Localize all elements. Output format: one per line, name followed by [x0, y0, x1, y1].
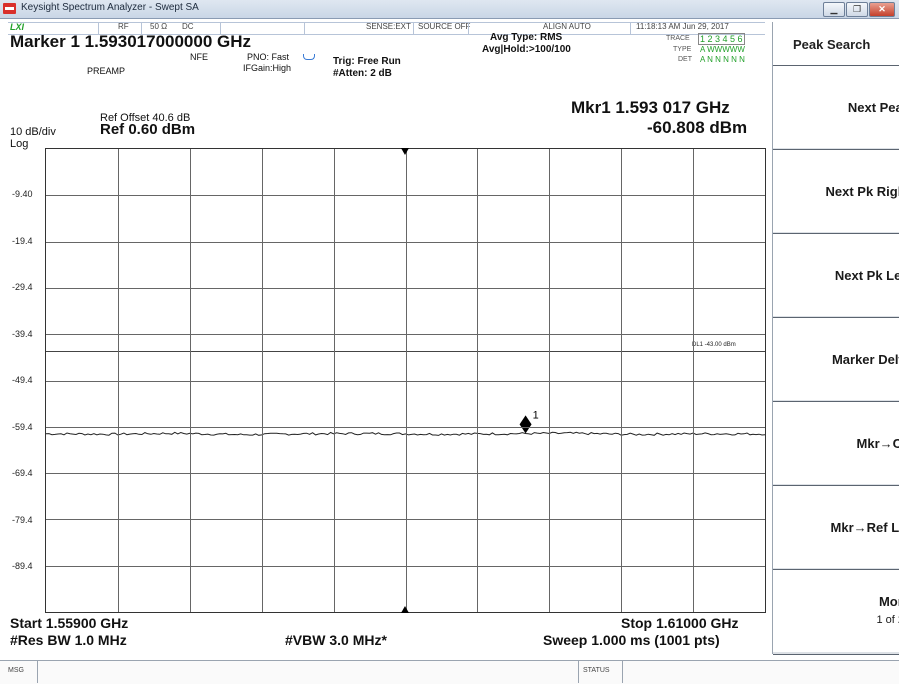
marker-frequency-readout: Mkr1 1.593 017 GHz: [571, 98, 730, 117]
restore-button[interactable]: ❐: [846, 2, 868, 17]
coupling-indicator: DC: [182, 22, 194, 31]
spectrum-graticule[interactable]: DL1 -43.00 dBm 1: [45, 148, 766, 613]
scale-per-div: 10 dB/div: [10, 126, 56, 138]
grid-hline: [46, 381, 765, 382]
y-tick-label: -9.40: [12, 189, 33, 199]
rbw-readout: #Res BW 1.0 MHz: [10, 632, 127, 648]
pno-label: PNO: Fast: [247, 52, 290, 62]
marker-header: Marker 1 1.593017000000 GHz: [10, 32, 252, 51]
next-pk-right-softkey[interactable]: Next Pk Right: [773, 149, 899, 235]
ifgain-label: IFGain:High: [243, 63, 292, 73]
start-frequency: Start 1.55900 GHz: [10, 615, 129, 631]
close-button[interactable]: ✕: [869, 2, 895, 17]
grid-vline: [406, 149, 407, 612]
y-tick-label: -89.4: [12, 561, 33, 571]
sweep-readout: Sweep 1.000 ms (1001 pts): [543, 632, 720, 648]
ref-offset: Ref Offset 40.6 dB: [100, 112, 191, 124]
avg-type-label: Avg Type: RMS: [490, 32, 563, 43]
trace-1-line: [46, 431, 765, 436]
trig-label: Trig: Free Run: [333, 56, 401, 67]
timestamp: 11:18:13 AM Jun 29, 2017: [636, 22, 729, 31]
log-scale-label: Log: [10, 138, 29, 150]
more-softkey[interactable]: More 1 of 2: [773, 569, 899, 655]
grid-hline: [46, 427, 765, 428]
center-bottom-marker-icon: [401, 606, 409, 613]
source-indicator: SOURCE OFF: [418, 22, 471, 31]
minimize-button[interactable]: ▁: [823, 2, 845, 17]
nfe-label: NFE: [190, 52, 208, 62]
preamp-label: PREAMP: [87, 66, 126, 76]
y-tick-label: -79.4: [12, 514, 33, 525]
center-top-marker-icon: [401, 148, 409, 155]
grid-hline: [46, 519, 765, 520]
status-row: LXI RF 50 Ω DC SENSE:EXT SOURCE OFF ALIG…: [8, 22, 765, 35]
grid-vline: [262, 149, 263, 612]
status-label: STATUS: [583, 667, 610, 674]
grid-hline: [46, 566, 765, 567]
softkey-label: Mkr→Ref Lvl: [830, 520, 899, 535]
window-title: Keysight Spectrum Analyzer - Swept SA: [21, 2, 199, 13]
softkey-label: Marker Delta: [831, 352, 899, 367]
grid-hline: [46, 195, 765, 196]
message-bar: [0, 660, 899, 684]
ref-level: Ref 0.60 dBm: [100, 121, 196, 138]
softkey-label: More: [878, 594, 899, 609]
next-peak-softkey[interactable]: Next Peak: [773, 65, 899, 151]
det-label: DET: [678, 56, 692, 63]
softkey-label: Next Peak: [847, 100, 899, 115]
trace-types: A WWWWW: [700, 45, 745, 54]
next-pk-left-softkey[interactable]: Next Pk Left: [773, 233, 899, 319]
align-indicator: ALIGN AUTO: [543, 22, 591, 31]
y-tick-label: -19.4: [12, 235, 33, 246]
vbw-readout: #VBW 3.0 MHz*: [285, 632, 387, 648]
y-tick-label: -39.4: [12, 328, 33, 339]
impedance-indicator: 50 Ω: [150, 22, 168, 31]
lxi-icon: LXI: [10, 22, 25, 32]
grid-vline: [693, 149, 694, 612]
softkey-page-indicator: 1 of 2: [876, 614, 899, 626]
grid-hline: [46, 288, 765, 289]
stop-frequency: Stop 1.61000 GHz: [621, 615, 739, 631]
grid-vline: [549, 149, 550, 612]
y-tick-label: -49.4: [12, 375, 33, 385]
trace-numbers: 1 2 3 4 5 6: [698, 33, 745, 45]
marker-amplitude-readout: -60.808 dBm: [647, 118, 748, 137]
grid-hline: [46, 334, 765, 335]
grid-vline: [621, 149, 622, 612]
display-line-label: DL1 -43.00 dBm: [692, 342, 736, 348]
y-tick-label: -59.4: [12, 421, 33, 432]
softkey-label: Mkr→CF: [856, 436, 899, 451]
window-titlebar: [0, 0, 899, 19]
grid-vline: [190, 149, 191, 612]
mkr-to-ref-lvl-softkey[interactable]: Mkr→Ref Lvl: [773, 485, 899, 571]
softkey-panel: Peak Search Next Peak Next Pk Right Next…: [772, 22, 899, 655]
grid-hline: [46, 242, 765, 243]
avg-hold-label: Avg|Hold:>100/100: [482, 44, 571, 55]
grid-vline: [477, 149, 478, 612]
pno-toggle-icon: [303, 54, 315, 60]
softkey-label: Next Pk Right: [825, 184, 899, 199]
grid-hline: [46, 473, 765, 474]
spectrum-trace-plot: 1: [46, 409, 765, 436]
marker-1-diamond[interactable]: [519, 415, 532, 434]
mkr-to-cf-softkey[interactable]: Mkr→CF: [773, 401, 899, 487]
display-line: [46, 351, 765, 352]
y-tick-label: -69.4: [12, 468, 33, 478]
rf-indicator: RF: [118, 22, 129, 31]
type-label: TYPE: [673, 46, 692, 53]
y-tick-label: -29.4: [12, 282, 33, 292]
grid-vline: [118, 149, 119, 612]
app-logo-icon: [3, 3, 16, 14]
detector-types: A N N N N N: [700, 55, 745, 64]
trace-label: TRACE: [666, 35, 690, 42]
grid-vline: [334, 149, 335, 612]
marker-delta-softkey[interactable]: Marker Delta: [773, 317, 899, 403]
menu-title: Peak Search: [793, 37, 871, 52]
msg-label: MSG: [8, 667, 24, 674]
softkey-label: Next Pk Left: [834, 268, 899, 283]
sense-indicator: SENSE:EXT: [366, 22, 411, 31]
atten-label: #Atten: 2 dB: [333, 68, 392, 79]
marker-1-label: 1: [533, 409, 539, 421]
